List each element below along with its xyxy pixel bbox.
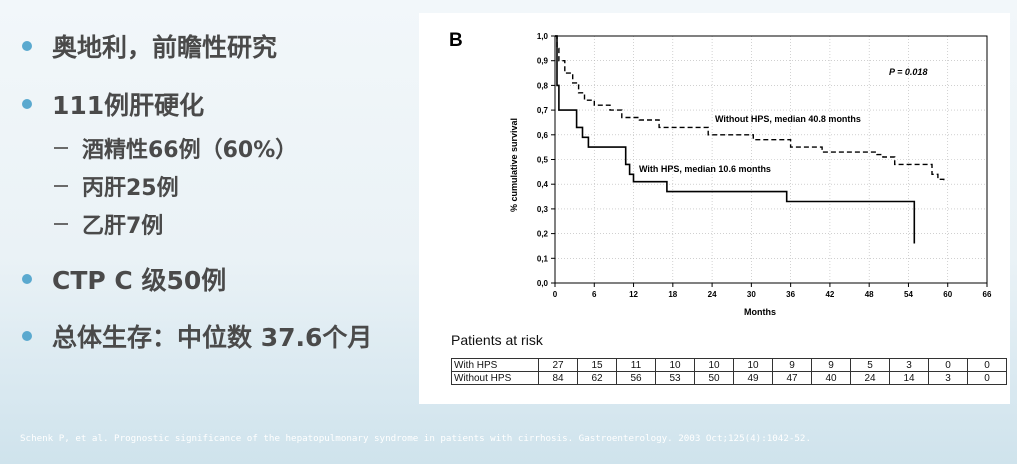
risk-cell: 3	[889, 358, 929, 372]
y-tick-label: 0,0	[537, 279, 549, 288]
bullet-item: 111例肝硬化	[22, 86, 204, 122]
y-tick-label: 0,2	[537, 230, 549, 239]
x-tick-label: 24	[708, 290, 717, 299]
with-hps-curve	[555, 35, 916, 244]
x-tick-label: 6	[592, 290, 597, 299]
survival-figure: B 0,0 0,1 0,2 0,3 0,4 0,5 0,6 0,7 0,8 0,9 1,0 0 6 12 1…	[419, 13, 1010, 404]
panel-label: B	[449, 30, 463, 51]
y-tick-label: 0,9	[537, 57, 549, 66]
y-tick-label: 0,7	[537, 106, 549, 115]
y-axis-label: % cumulative survival	[509, 118, 519, 212]
risk-cell: 5	[850, 358, 890, 372]
risk-cell: 15	[577, 358, 617, 372]
bullet-text: 奥地利，前瞻性研究	[52, 33, 278, 62]
axes: 0,0 0,1 0,2 0,3 0,4 0,5 0,6 0,7 0,8 0,9 1,0 0 6 12 18 2…	[537, 32, 992, 299]
risk-row-label: With HPS	[451, 358, 539, 372]
risk-table: With HPS 27 15 11 10 10 10 9 9 5 3 0 0 W…	[451, 358, 1007, 385]
risk-cell: 10	[694, 358, 734, 372]
sub-bullet-text: 酒精性66例（60%）	[82, 138, 298, 163]
risk-cell: 24	[850, 371, 890, 385]
without-hps-label: Without HPS, median 40.8 months	[715, 114, 861, 124]
x-tick-label: 54	[904, 290, 913, 299]
y-tick-label: 0,3	[537, 205, 549, 214]
x-tick-label: 42	[825, 290, 834, 299]
risk-cell: 3	[928, 371, 968, 385]
sub-bullet-dash	[54, 147, 68, 149]
x-tick-label: 12	[629, 290, 638, 299]
risk-cell: 0	[967, 358, 1007, 372]
y-tick-label: 0,4	[537, 180, 549, 189]
risk-cell: 62	[577, 371, 617, 385]
sub-bullet-text: 丙肝25例	[82, 176, 179, 201]
risk-cell: 40	[811, 371, 851, 385]
series	[555, 35, 945, 244]
y-tick-label: 0,5	[537, 156, 549, 165]
bullet-dot	[22, 41, 32, 51]
x-tick-label: 18	[668, 290, 677, 299]
bullet-dot	[22, 274, 32, 284]
risk-cell: 53	[655, 371, 695, 385]
x-axis-label: Months	[744, 307, 776, 317]
risk-cell: 47	[772, 371, 812, 385]
bullet-text: 111例肝硬化	[52, 91, 205, 120]
x-tick-label: 30	[747, 290, 756, 299]
risk-cell: 27	[538, 358, 578, 372]
risk-cell: 0	[967, 371, 1007, 385]
y-tick-label: 1,0	[537, 32, 549, 41]
sub-bullet-item: 乙肝7例	[54, 208, 163, 240]
risk-cell: 49	[733, 371, 773, 385]
bullet-item: CTP C 级50例	[22, 261, 226, 297]
x-tick-label: 60	[943, 290, 952, 299]
sub-bullet-dash	[54, 223, 68, 225]
risk-cell: 14	[889, 371, 929, 385]
risk-cell: 50	[694, 371, 734, 385]
y-tick-label: 0,1	[537, 254, 549, 263]
risk-cell: 9	[811, 358, 851, 372]
sub-bullet-item: 酒精性66例（60%）	[54, 132, 297, 164]
sub-bullet-text: 乙肝7例	[82, 214, 164, 239]
citation-footer: Schenk P, et al. Prognostic significance…	[20, 433, 811, 444]
x-tick-label: 66	[983, 290, 992, 299]
p-value-label: P = 0.018	[889, 67, 927, 77]
risk-row-without-hps: Without HPS 84 62 56 53 50 49 47 40 24 1…	[451, 371, 1007, 385]
risk-cell: 0	[928, 358, 968, 372]
risk-table-title: Patients at risk	[451, 332, 543, 348]
sub-bullet-item: 丙肝25例	[54, 170, 179, 202]
x-tick-label: 48	[865, 290, 874, 299]
risk-cell: 10	[733, 358, 773, 372]
risk-row-label: Without HPS	[451, 371, 539, 385]
risk-cell: 10	[655, 358, 695, 372]
x-tick-label: 0	[553, 290, 558, 299]
bullet-text: 总体生存：中位数 37.6个月	[52, 323, 373, 352]
bullet-dot	[22, 331, 32, 341]
bullet-dot	[22, 99, 32, 109]
y-tick-label: 0,6	[537, 131, 549, 140]
risk-cell: 56	[616, 371, 656, 385]
bullet-item: 奥地利，前瞻性研究	[22, 28, 277, 64]
with-hps-label: With HPS, median 10.6 months	[639, 164, 771, 174]
sub-bullet-dash	[54, 185, 68, 187]
risk-row-with-hps: With HPS 27 15 11 10 10 10 9 9 5 3 0 0	[451, 358, 1007, 372]
x-tick-label: 36	[786, 290, 795, 299]
risk-cell: 84	[538, 371, 578, 385]
risk-cell: 11	[616, 358, 656, 372]
bullet-text: CTP C 级50例	[52, 266, 227, 295]
km-chart: B 0,0 0,1 0,2 0,3 0,4 0,5 0,6 0,7 0,8 0,9 1,0 0 6 12 1…	[449, 30, 992, 317]
bullet-item: 总体生存：中位数 37.6个月	[22, 318, 372, 354]
risk-cell: 9	[772, 358, 812, 372]
y-tick-label: 0,8	[537, 81, 549, 90]
without-hps-curve	[555, 35, 945, 182]
